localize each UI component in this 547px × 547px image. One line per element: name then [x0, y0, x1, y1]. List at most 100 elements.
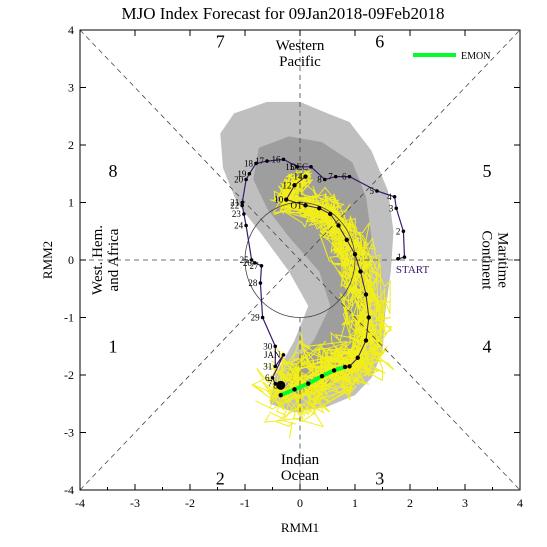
- y-axis-label: RMM2: [40, 241, 55, 279]
- observed-point-label: 2: [396, 226, 401, 236]
- current-point: [292, 183, 297, 188]
- legend-label-emon: EMON: [461, 51, 490, 62]
- observed-point-label: START: [396, 264, 430, 276]
- observed-point: [281, 157, 286, 162]
- observed-point: [273, 364, 278, 369]
- observed-point-label: 17: [255, 156, 265, 166]
- observed-point: [402, 255, 407, 259]
- current-point: [363, 338, 369, 343]
- ensemble-member-34: [251, 170, 383, 413]
- chart-title: MJO Index Forecast for 09Jan2018-09Feb20…: [122, 4, 445, 23]
- observed-point: [401, 229, 406, 234]
- phase-number-5: 5: [483, 161, 492, 181]
- region-label-line: West. Hem.: [90, 225, 106, 295]
- observed-point: [276, 380, 286, 390]
- y-tick-label: 3: [68, 81, 74, 95]
- phase-number-1: 1: [109, 336, 118, 356]
- x-tick-label: 3: [462, 496, 468, 510]
- ensemble-mean-point: [306, 381, 311, 386]
- current-point: [317, 206, 322, 211]
- current-point: [303, 174, 308, 179]
- x-tick-label: 4: [517, 496, 523, 510]
- ensemble-member-40: [264, 169, 382, 401]
- x-tick-label: -4: [75, 496, 85, 510]
- region-label-line: Indian: [281, 452, 320, 468]
- observed-point: [281, 353, 286, 357]
- current-point: [355, 355, 360, 360]
- phase-number-7: 7: [216, 32, 225, 52]
- observed-point: [259, 263, 264, 268]
- phase-number-6: 6: [375, 32, 384, 52]
- observed-point-label: 20: [234, 175, 244, 185]
- observed-point: [240, 203, 245, 208]
- y-tick-label: -3: [64, 426, 74, 440]
- region-label-line: Maritime: [494, 232, 510, 288]
- observed-point-label: 15: [285, 162, 295, 172]
- current-point: [328, 211, 333, 217]
- x-tick-label: -3: [130, 496, 140, 510]
- observed-point-label: 31: [263, 361, 272, 371]
- y-tick-label: -4: [64, 483, 74, 497]
- ensemble-mean-point: [342, 364, 348, 370]
- observed-point: [309, 165, 313, 169]
- region-label-line: Ocean: [281, 468, 320, 484]
- observed-point-label: 28: [248, 278, 258, 288]
- observed-point: [322, 177, 327, 182]
- observed-point-label: 21: [230, 198, 239, 208]
- ensemble-member-39: [268, 179, 395, 428]
- observed-point: [295, 165, 300, 169]
- ensemble-member-26: [280, 178, 378, 394]
- phase-number-3: 3: [375, 469, 384, 489]
- x-tick-label: 2: [407, 496, 413, 510]
- current-point: [303, 203, 308, 208]
- observed-point-label: 4: [387, 192, 392, 202]
- current-point: [352, 252, 358, 257]
- observed-point-label: 19: [237, 169, 247, 179]
- observed-point-label: 6: [342, 172, 347, 182]
- observed-point: [240, 200, 245, 205]
- observed-point: [244, 223, 248, 228]
- x-axis-ticks: -4 -3 -2 -1 0 1 2 3 4: [75, 30, 523, 510]
- observed-point: [242, 212, 246, 216]
- y-tick-label: -1: [64, 311, 74, 325]
- observed-point-label: 26: [243, 258, 253, 268]
- current-point: [358, 269, 363, 274]
- observed-point-label: 24: [234, 221, 244, 231]
- x-tick-label: 1: [352, 496, 358, 510]
- phase-number-4: 4: [483, 336, 492, 356]
- observed-point: [347, 174, 352, 179]
- ensemble-mean-point: [331, 368, 337, 373]
- current-point-label: 10: [274, 195, 284, 205]
- y-tick-label: -2: [64, 368, 74, 382]
- current-point: [363, 292, 369, 297]
- observed-point-label: 16: [272, 154, 282, 164]
- y-tick-label: 0: [68, 253, 74, 267]
- observed-point: [244, 177, 248, 182]
- current-point-label: 14: [294, 172, 304, 182]
- current-point-label: 12: [283, 180, 292, 190]
- observed-point: [375, 189, 379, 193]
- y-tick-label: 2: [68, 138, 74, 152]
- phase-number-8: 8: [109, 161, 118, 181]
- region-label-line: and Africa: [106, 228, 122, 291]
- current-point: [336, 223, 341, 228]
- region-label-line: Western: [276, 38, 325, 54]
- observed-point-label: 7: [328, 172, 333, 182]
- observed-point: [265, 159, 269, 163]
- current-point: [366, 315, 371, 320]
- observed-point: [333, 174, 338, 179]
- y-tick-label: 1: [68, 196, 74, 210]
- region-label-3: West. Hem. and Africa: [90, 225, 122, 295]
- x-axis-label: RMM1: [281, 520, 319, 535]
- phase-number-2: 2: [216, 469, 225, 489]
- ensemble-mean-point: [319, 373, 325, 379]
- observed-track: START12345678DEC151617181920212223242526…: [230, 154, 429, 390]
- current-point: [344, 237, 349, 243]
- y-tick-label: 4: [68, 23, 74, 37]
- observed-point: [394, 206, 399, 211]
